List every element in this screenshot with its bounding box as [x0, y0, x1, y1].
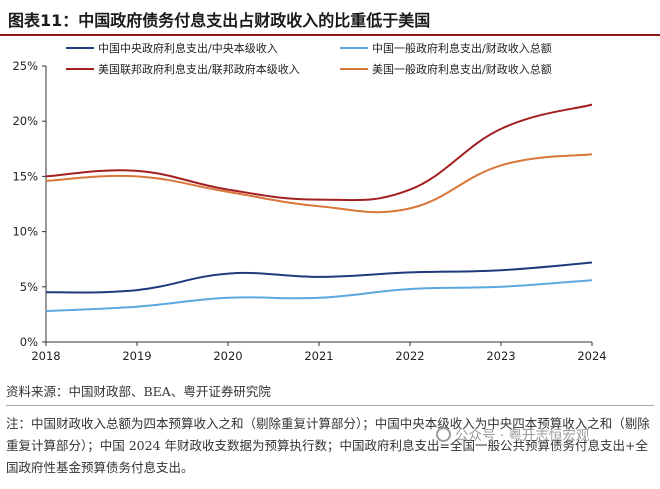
watermark-text: 公众号 · 粤开志恒宏观	[455, 428, 590, 444]
y-tick-label: 25%	[12, 59, 38, 73]
x-tick-label: 2020	[213, 349, 242, 363]
series-line-2	[45, 103, 593, 202]
y-tick-label: 0%	[20, 335, 38, 349]
chart-axes: 0% 5% 10% 15% 20% 25% 2018 2019 2020 2021 2022 2023…	[12, 59, 606, 363]
watermark: 公众号 · 粤开志恒宏观	[436, 424, 589, 444]
title-bar: 图表11：中国政府债务付息支出占财政收入的比重低于美国	[0, 0, 660, 36]
x-tick-label: 2023	[486, 349, 515, 363]
legend-label: 美国联邦政府利息支出/联邦政府本级收入	[98, 62, 300, 76]
series-line-4	[45, 153, 593, 214]
y-tick-label: 10%	[12, 225, 38, 239]
x-tick-label: 2024	[577, 349, 606, 363]
legend-label: 美国一般政府利息支出/财政收入总额	[372, 62, 552, 76]
y-tick-label: 15%	[12, 169, 38, 183]
line-chart: 0% 5% 10% 15% 20% 25% 2018 2019 2020 2021 2022 2023…	[12, 41, 606, 363]
x-tick-label: 2021	[304, 349, 333, 363]
y-tick-label: 20%	[12, 114, 38, 128]
source-line: 资料来源：中国财政部、BEA、粤开证券研究院	[6, 381, 654, 406]
chart-series	[45, 103, 593, 313]
y-tick-label: 5%	[20, 280, 38, 294]
x-tick-label: 2019	[122, 349, 151, 363]
series-line-3	[45, 279, 593, 313]
series-line-1	[45, 261, 593, 294]
chart-title: 图表11：中国政府债务付息支出占财政收入的比重低于美国	[8, 11, 431, 30]
legend-label: 中国中央政府利息支出/中央本级收入	[98, 41, 278, 55]
chart-legend: 中国中央政府利息支出/中央本级收入 中国一般政府利息支出/财政收入总额美国联邦政府…	[66, 41, 552, 76]
wechat-icon	[436, 427, 451, 442]
chart-note: 注：中国财政收入总额为四本预算收入之和（剔除重复计算部分）；中国中央本级收入为中…	[6, 416, 650, 475]
x-tick-label: 2022	[395, 349, 424, 363]
x-tick-label: 2018	[31, 349, 60, 363]
legend-label: 中国一般政府利息支出/财政收入总额	[372, 41, 552, 55]
